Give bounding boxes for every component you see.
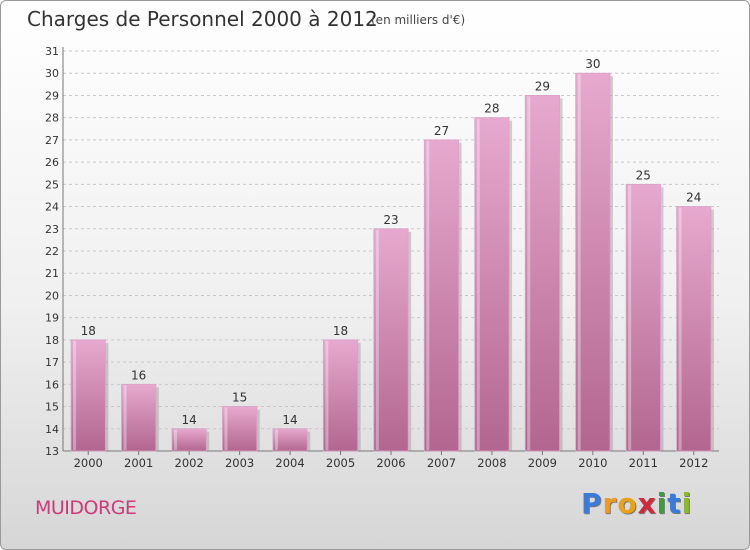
bar-highlight <box>678 207 682 450</box>
bar-value-label: 18 <box>333 324 348 338</box>
bar-value-label: 15 <box>232 391 247 405</box>
bar-value-label: 14 <box>182 413 197 427</box>
commune-name: MUIDORGE <box>35 497 137 519</box>
x-tick-label: 2005 <box>326 456 355 470</box>
bar-highlight <box>628 185 632 451</box>
x-tick-label: 2012 <box>679 456 708 470</box>
bar-highlight <box>73 340 77 450</box>
bar-value-label: 29 <box>535 79 550 93</box>
bar-value-label: 25 <box>636 168 651 182</box>
bar-value-label: 28 <box>484 102 499 116</box>
logo-letter: t <box>667 487 682 520</box>
y-tick-label: 29 <box>45 89 59 102</box>
y-tick-label: 19 <box>45 312 59 325</box>
bar-highlight <box>375 229 379 450</box>
bar <box>373 228 409 452</box>
bar <box>171 428 207 452</box>
bar-highlight <box>173 429 177 450</box>
x-tick-label: 2001 <box>124 456 153 470</box>
y-tick-label: 16 <box>45 378 59 391</box>
x-tick-label: 2008 <box>477 456 506 470</box>
bar-value-label: 14 <box>282 413 297 427</box>
bar-value-label: 30 <box>585 57 600 71</box>
bar <box>222 406 258 452</box>
y-tick-label: 20 <box>45 289 59 302</box>
bar <box>625 183 661 452</box>
bar-highlight <box>527 96 531 450</box>
bar-highlight <box>224 407 228 450</box>
logo-letter: P <box>581 487 603 520</box>
bar <box>575 72 611 452</box>
bar-highlight <box>577 74 581 450</box>
y-tick-label: 21 <box>45 267 59 280</box>
x-tick-label: 2011 <box>629 456 658 470</box>
y-tick-label: 23 <box>45 223 59 236</box>
y-tick-label: 28 <box>45 112 59 125</box>
bar-value-label: 27 <box>434 124 449 138</box>
y-tick-label: 25 <box>45 178 59 191</box>
y-tick-label: 30 <box>45 67 59 80</box>
x-tick-label: 2009 <box>528 456 557 470</box>
y-tick-label: 26 <box>45 156 59 169</box>
y-tick-label: 27 <box>45 134 59 147</box>
y-tick-label: 17 <box>45 356 59 369</box>
x-tick-label: 2007 <box>427 456 456 470</box>
logo-letter: o <box>617 487 638 520</box>
y-tick-label: 22 <box>45 245 59 258</box>
bar-highlight <box>123 385 127 450</box>
bar <box>272 428 308 452</box>
y-tick-label: 15 <box>45 401 59 414</box>
logo-letter: i <box>656 487 668 520</box>
logo-letter: i <box>681 487 693 520</box>
bar <box>70 339 106 452</box>
chart-unit-subtitle: (en milliers d'€) <box>371 13 466 27</box>
x-tick-label: 2006 <box>376 456 405 470</box>
x-tick-label: 2003 <box>225 456 254 470</box>
bar-value-label: 23 <box>383 213 398 227</box>
bar-value-label: 18 <box>81 324 96 338</box>
x-tick-label: 2000 <box>74 456 103 470</box>
y-tick-label: 14 <box>45 423 59 436</box>
bar <box>322 339 359 452</box>
y-tick-label: 24 <box>45 201 59 214</box>
bar-value-label: 24 <box>686 191 701 205</box>
x-tick-label: 2004 <box>275 456 304 470</box>
x-tick-label: 2002 <box>175 456 204 470</box>
proxiti-logo[interactable]: Proxiti <box>581 487 692 520</box>
y-tick-label: 18 <box>45 334 59 347</box>
bar <box>121 383 157 452</box>
bar-highlight <box>274 429 278 450</box>
bar <box>474 117 510 452</box>
x-tick-label: 2010 <box>578 456 607 470</box>
y-tick-label: 13 <box>45 445 59 458</box>
logo-letter: x <box>637 487 657 520</box>
bar-value-label: 16 <box>131 368 146 382</box>
chart-title: Charges de Personnel 2000 à 2012 <box>27 7 378 31</box>
bar <box>676 206 712 452</box>
bar-highlight <box>426 140 430 450</box>
bar-highlight <box>325 340 329 450</box>
y-tick-label: 31 <box>45 45 59 58</box>
bar-highlight <box>476 118 480 451</box>
bar <box>524 95 560 452</box>
bar <box>423 139 460 452</box>
logo-letter: r <box>602 487 618 520</box>
